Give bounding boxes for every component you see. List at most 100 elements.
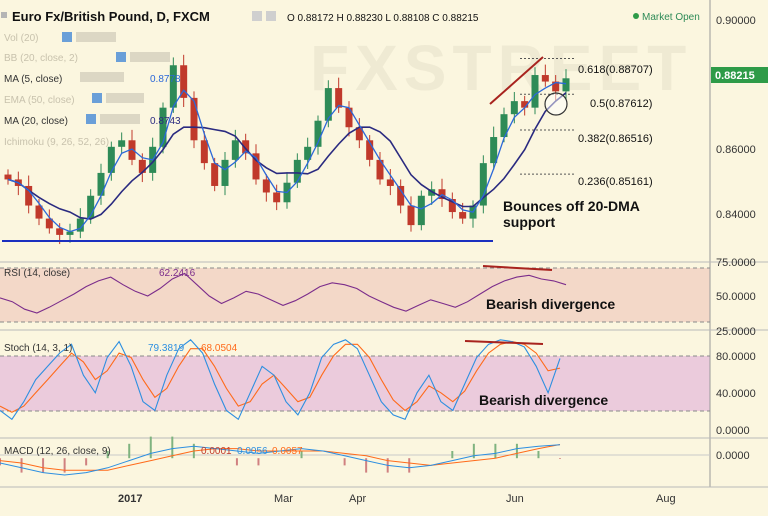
stoch-d-value: 68.0504	[201, 343, 238, 354]
candle-body-15	[159, 107, 167, 147]
candle-body-19	[200, 140, 208, 164]
time-label-aug: Aug	[656, 493, 676, 505]
current-price-badge	[711, 67, 768, 83]
candle-body-6	[66, 231, 74, 235]
candle-body-36	[376, 159, 384, 180]
candle-body-34	[355, 127, 363, 141]
stoch-lines	[0, 339, 561, 421]
macd-hist-value: 0.0001	[201, 446, 232, 457]
macd-panel-bg	[0, 439, 710, 487]
rsi-annotation: Bearish divergence	[486, 296, 615, 312]
fib-label-236: 0.236(0.85161)	[578, 176, 653, 188]
macd-value: 0.0056	[237, 446, 268, 457]
macd-tick-0: 0.0000	[716, 450, 750, 462]
candle-body-43	[448, 199, 456, 213]
ma20-line	[7, 92, 567, 220]
time-label-2017: 2017	[118, 493, 142, 505]
candle-body-35	[366, 140, 374, 160]
annotation-main-line2: support	[503, 214, 555, 230]
indicator-legends: Vol (20) BB (20, close, 2) MA (5, close)…	[4, 33, 181, 148]
rsi-tick-25: 25.0000	[716, 326, 756, 338]
rsi-tick-50: 50.0000	[716, 291, 756, 303]
time-label-jun: Jun	[506, 493, 524, 505]
stoch-d-line	[0, 341, 561, 413]
stoch-band	[0, 356, 710, 411]
legend-ichimoku[interactable]: Ichimoku (9, 26, 52, 26)	[4, 137, 109, 148]
stoch-tick-40: 40.0000	[716, 388, 756, 400]
candle-body-46	[479, 163, 487, 206]
price-tick-1: 0.90000	[716, 15, 756, 27]
rsi-line	[0, 272, 567, 314]
candle-body-26	[273, 192, 281, 203]
legend-ma5-value: 0.8778	[150, 74, 181, 85]
time-label-apr: Apr	[349, 493, 366, 505]
stoch-tick-80: 80.0000	[716, 351, 756, 363]
legend-ema50[interactable]: EMA (50, close)	[4, 95, 75, 106]
candle-body-23	[242, 140, 250, 154]
candle-body-24	[252, 153, 260, 180]
current-price: 0.88215	[715, 70, 755, 82]
price-scale-bg	[710, 0, 768, 511]
market-status-dot	[633, 13, 639, 19]
macd-label: MACD (12, 26, close, 9)	[4, 446, 111, 457]
stoch-k-value: 79.3819	[148, 343, 185, 354]
stoch-tick-0: 0.0000	[716, 425, 750, 437]
stoch-trendline	[464, 340, 544, 345]
candle-body-30	[314, 120, 322, 147]
market-status: Market Open	[642, 12, 700, 23]
candle-body-3	[35, 205, 43, 219]
macd-main-line	[0, 444, 561, 476]
candle-body-11	[118, 140, 126, 147]
candle-body-25	[262, 179, 270, 193]
candle-body-16	[169, 65, 177, 108]
ohlc-values: O 0.88172 H 0.88230 L 0.88108 C 0.88215	[287, 13, 479, 24]
legend-ma20-value: 0.8743	[150, 116, 181, 127]
panel-separators	[0, 261, 768, 488]
time-label-mar: Mar	[274, 493, 293, 505]
fib-labels: 0.618(0.88707) 0.5(0.87612) 0.382(0.8651…	[578, 64, 653, 188]
candle-body-8	[87, 195, 95, 219]
candle-body-0	[4, 174, 12, 180]
stoch-annotation: Bearish divergence	[479, 392, 608, 408]
annotation-main-line1: Bounces off 20-DMA	[503, 198, 640, 214]
legend-vol[interactable]: Vol (20)	[4, 33, 38, 44]
candle-body-12	[128, 140, 136, 160]
dashed-levels	[0, 267, 710, 412]
candle-body-22	[231, 140, 239, 160]
candle-body-33	[345, 107, 353, 128]
candle-body-54	[562, 78, 570, 92]
rsi-value: 62.2416	[159, 268, 196, 279]
candle-body-51	[531, 75, 539, 108]
candle-body-5	[56, 228, 64, 235]
legend-buttons	[62, 32, 170, 124]
rsi-trendline	[482, 265, 553, 271]
stoch-label: Stoch (14, 3, 1)	[4, 343, 72, 354]
fib-label-382: 0.382(0.86516)	[578, 133, 653, 145]
candle-body-9	[97, 172, 105, 196]
legend-ma5[interactable]: MA (5, close)	[4, 74, 62, 85]
candle-body-39	[407, 205, 415, 226]
legend-ma20[interactable]: MA (20, close)	[4, 116, 68, 127]
candle-body-29	[304, 146, 312, 160]
rsi-overbought-band	[0, 268, 710, 322]
candle-body-48	[500, 114, 508, 138]
candle-body-2	[25, 185, 33, 206]
candle-body-50	[521, 101, 529, 108]
candle-body-37	[386, 179, 394, 186]
chart-title: Euro Fx/British Pound, D, FXCM	[12, 9, 210, 24]
legend-bb[interactable]: BB (20, close, 2)	[4, 53, 78, 64]
macd-lines	[0, 436, 561, 476]
candle-body-10	[107, 146, 115, 173]
candle-body-20	[211, 163, 219, 186]
header-toolbar	[252, 11, 276, 21]
fib-label-618: 0.618(0.88707)	[578, 64, 653, 76]
moving-averages	[7, 81, 567, 233]
time-axis: 2017 Mar Apr Jun Aug	[118, 493, 676, 505]
candle-body-40	[417, 195, 425, 226]
collapse-icon[interactable]	[1, 12, 7, 18]
stoch-k-line	[0, 339, 561, 421]
bounce-circle	[544, 92, 568, 116]
fib-label-500: 0.5(0.87612)	[590, 98, 652, 110]
rsi-series-line	[0, 272, 567, 314]
